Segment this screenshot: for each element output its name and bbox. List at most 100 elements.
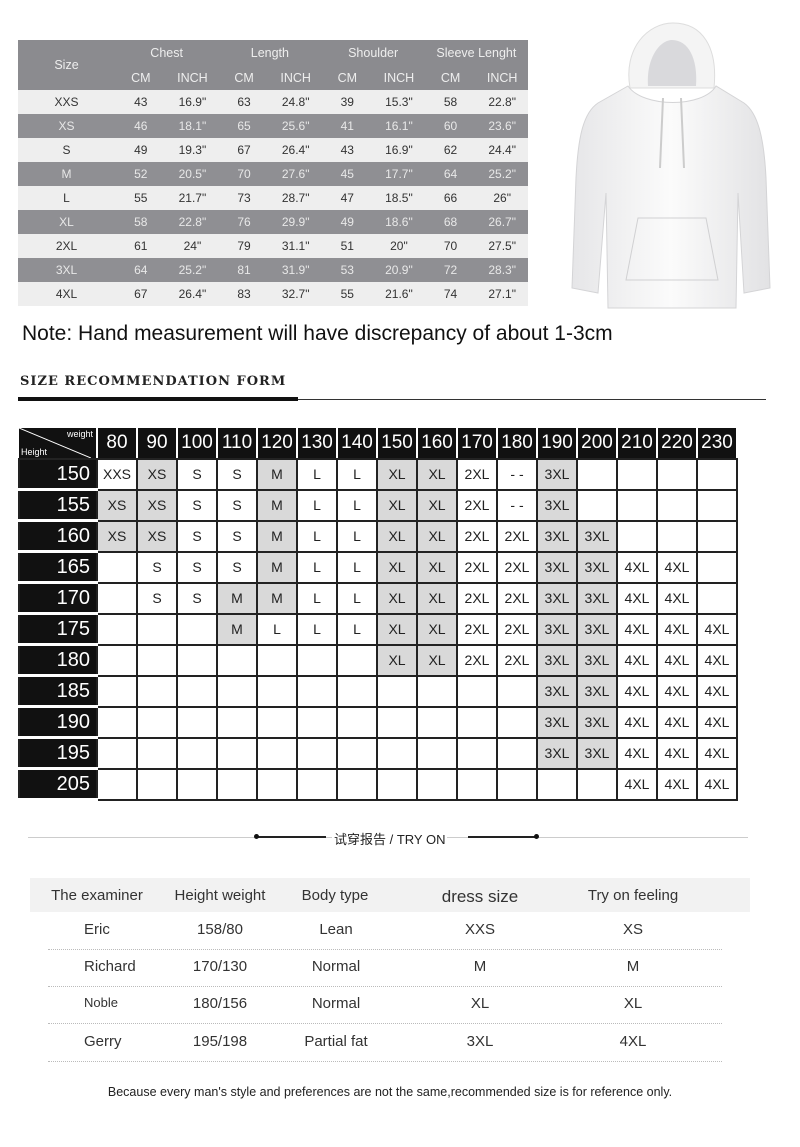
measurement-cell: 17.7" <box>373 162 425 186</box>
measurement-cell: 83 <box>218 282 270 306</box>
size-cell: XL <box>416 550 458 584</box>
size-cell: L <box>296 581 338 615</box>
size-cell: 3XL <box>536 519 578 553</box>
size-cell: 4XL <box>616 612 658 646</box>
weight-header: 220 <box>657 428 698 460</box>
hoodie-image <box>571 22 771 309</box>
examiner-name: Richard <box>84 958 136 975</box>
height-header: 195 <box>18 736 98 770</box>
size-cell <box>176 612 218 646</box>
size-cell: S <box>18 138 115 162</box>
size-cell <box>696 458 738 491</box>
size-cell <box>576 458 618 491</box>
size-cell <box>656 519 698 553</box>
size-cell <box>376 767 418 801</box>
table-row: L 55 21.7" 73 28.7" 47 18.5" 66 26" <box>18 186 528 210</box>
size-cell <box>496 674 538 708</box>
size-recommendation-grid: weight Height 80 90 100 110 120 130 140 150 160 170… <box>18 428 738 801</box>
measurement-cell: 81 <box>218 258 270 282</box>
size-cell <box>176 705 218 739</box>
size-cell: S <box>176 488 218 522</box>
size-cell: 2XL <box>18 234 115 258</box>
weight-header: 170 <box>457 428 498 460</box>
table-row: 185 3XL 3XL 4XL 4XL 4XL <box>18 674 738 708</box>
height-label: Height <box>21 447 48 457</box>
weight-header: 90 <box>137 428 178 460</box>
size-cell <box>336 736 378 770</box>
size-cell: XL <box>376 550 418 584</box>
measurement-cell: 19.3" <box>166 138 219 162</box>
height-header: 165 <box>18 550 98 584</box>
size-cell: S <box>216 488 258 522</box>
measurement-cell: 28.7" <box>269 186 322 210</box>
weight-header: 230 <box>697 428 738 460</box>
table-row: 205 4XL 4XL 4XL <box>18 767 738 801</box>
height-header: 180 <box>18 643 98 677</box>
weight-header: 210 <box>617 428 658 460</box>
size-cell: L <box>336 519 378 553</box>
measurement-cell: 61 <box>115 234 167 258</box>
measurement-cell: 20.5" <box>166 162 219 186</box>
dress-size: XL <box>470 995 490 1012</box>
size-cell: L <box>336 581 378 615</box>
group-header: Sleeve Lenght <box>424 40 528 65</box>
measurement-cell: 16.9" <box>166 90 219 114</box>
size-cell: XS <box>96 488 138 522</box>
measurement-cell: 15.3" <box>373 90 425 114</box>
height-weight: 180/156 <box>192 995 248 1012</box>
measurement-cell: 60 <box>424 114 477 138</box>
recommendation-title: SIZE RECOMMENDATION FORM <box>20 374 287 389</box>
table-row: 175 M L L L XL XL 2XL 2XL 3XL 3XL 4XL 4XL 4XL <box>18 612 738 646</box>
size-cell <box>96 767 138 801</box>
size-cell <box>256 705 298 739</box>
column-header: Try on feeling <box>587 887 679 904</box>
table-row: 190 3XL 3XL 4XL 4XL 4XL <box>18 705 738 739</box>
body-type: Lean <box>319 921 353 938</box>
size-cell: S <box>136 581 178 615</box>
measurement-cell: 70 <box>218 162 270 186</box>
measurement-cell: 27.6" <box>269 162 322 186</box>
size-cell: L <box>296 519 338 553</box>
measurement-cell: 68 <box>424 210 477 234</box>
measurement-cell: 43 <box>321 138 374 162</box>
size-cell <box>576 488 618 522</box>
size-cell: XS <box>136 488 178 522</box>
table-row: XS 46 18.1" 65 25.6" 41 16.1" 60 23.6" <box>18 114 528 138</box>
divider <box>18 399 766 400</box>
size-cell: 3XL <box>536 581 578 615</box>
measurement-cell: 21.6" <box>373 282 425 306</box>
size-cell <box>296 767 338 801</box>
table-row: XL 58 22.8" 76 29.9" 49 18.6" 68 26.7" <box>18 210 528 234</box>
size-cell <box>216 643 258 677</box>
measurement-cell: 64 <box>115 258 167 282</box>
height-header: 160 <box>18 519 98 553</box>
size-cell: M <box>18 162 115 186</box>
size-cell: 4XL <box>696 643 738 677</box>
size-cell: S <box>176 519 218 553</box>
measurement-cell: 52 <box>115 162 167 186</box>
measurement-cell: 25.6" <box>269 114 322 138</box>
weight-header: 150 <box>377 428 418 460</box>
size-cell: 2XL <box>456 643 498 677</box>
measurement-cell: 49 <box>115 138 167 162</box>
measurement-cell: 46 <box>115 114 167 138</box>
table-row: 170 S S M M L L XL XL 2XL 2XL 3XL 3XL 4XL 4XL <box>18 581 738 615</box>
measurement-cell: 62 <box>424 138 477 162</box>
size-cell: S <box>136 550 178 584</box>
size-cell <box>616 458 658 491</box>
size-cell <box>296 674 338 708</box>
measurement-cell: 76 <box>218 210 270 234</box>
size-cell: L <box>296 488 338 522</box>
disclaimer: Because every man's style and preference… <box>107 1085 673 1099</box>
try-on-header-band <box>30 878 750 912</box>
size-cell: 2XL <box>456 612 498 646</box>
size-cell: L <box>296 550 338 584</box>
size-cell <box>416 736 458 770</box>
size-cell: XL <box>376 458 418 491</box>
size-cell <box>496 767 538 801</box>
size-cell: 3XL <box>536 674 578 708</box>
measurement-cell: 16.1" <box>373 114 425 138</box>
size-cell <box>336 643 378 677</box>
size-cell: XL <box>18 210 115 234</box>
